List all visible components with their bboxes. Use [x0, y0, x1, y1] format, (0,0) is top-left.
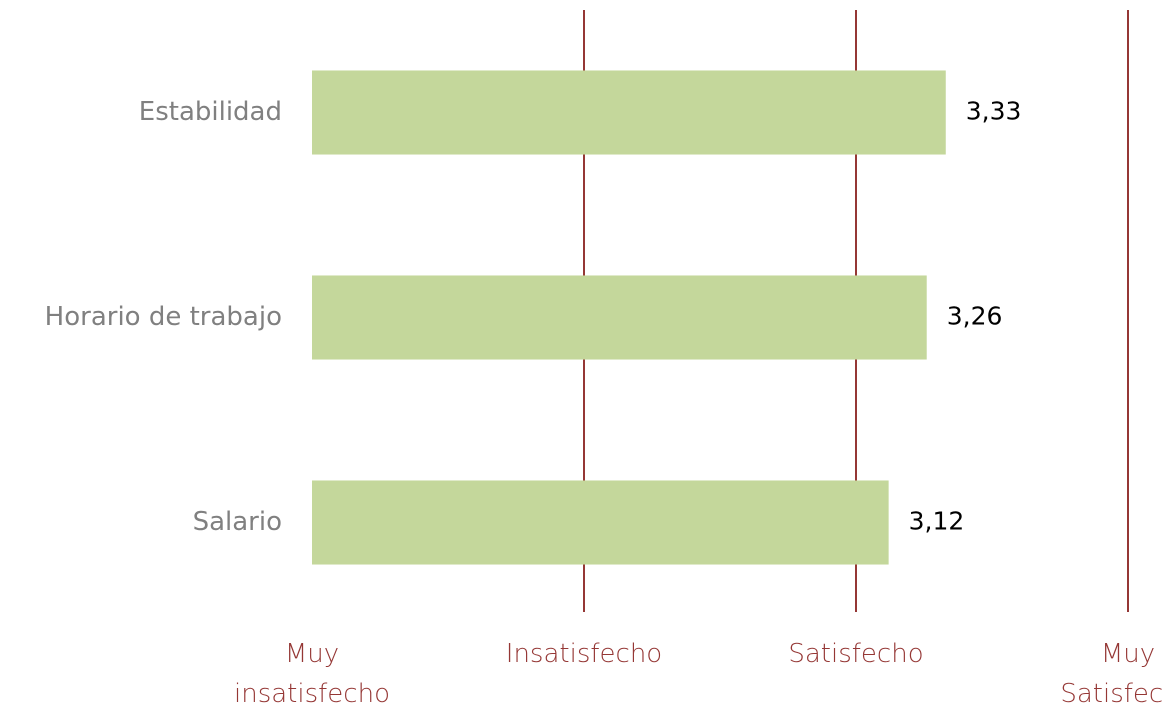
- value-label: 3,26: [947, 302, 1003, 331]
- bar: [312, 480, 889, 565]
- y-tick-label: Estabilidad: [139, 97, 282, 127]
- y-tick-label: Horario de trabajo: [45, 302, 282, 332]
- value-label: 3,12: [909, 507, 965, 536]
- bar: [312, 70, 946, 155]
- x-tick-label: Muy insatisfecho: [234, 639, 390, 709]
- x-tick-label: Satisfecho: [788, 639, 924, 669]
- value-label: 3,33: [966, 97, 1022, 126]
- y-tick-label: Salario: [193, 507, 282, 537]
- x-tick-label: Insatisfecho: [505, 639, 663, 669]
- bar: [312, 275, 927, 360]
- x-tick-label: Muy Satisfecho: [1060, 639, 1162, 709]
